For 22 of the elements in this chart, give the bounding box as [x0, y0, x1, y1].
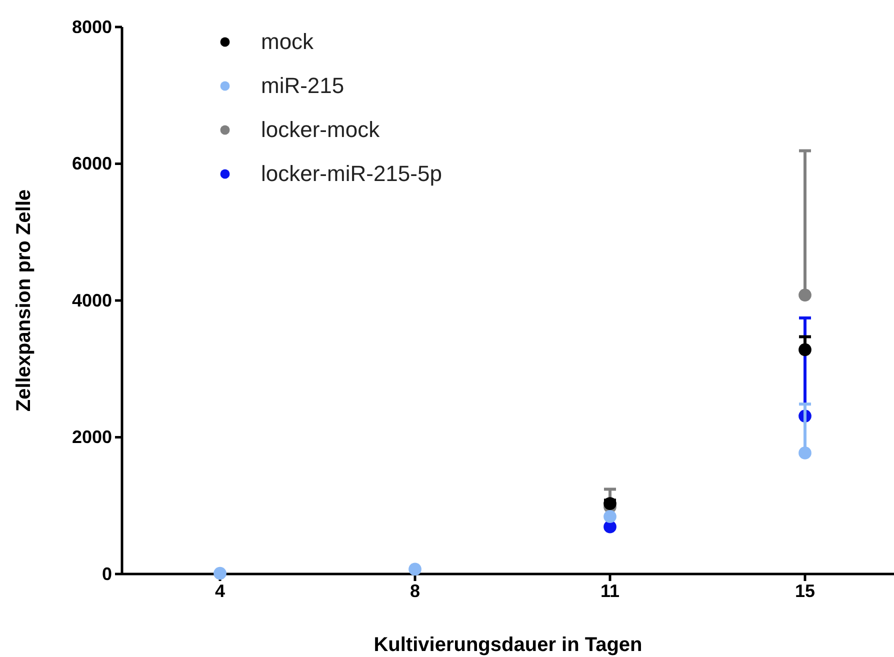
y-tick-label: 8000: [72, 16, 112, 37]
x-tick-label: 11: [600, 580, 620, 601]
y-tick-label: 4000: [72, 290, 112, 310]
point: [408, 562, 422, 576]
y-tick-label: 6000: [72, 154, 112, 174]
y-tick-label: 0: [102, 564, 112, 584]
legend-label: locker-miR-215-5p: [261, 161, 442, 186]
point: [798, 446, 812, 460]
point: [604, 497, 616, 510]
x-tick-label: 8: [410, 580, 420, 601]
y-tick-label: 2000: [72, 427, 112, 448]
legend-label: mock: [261, 29, 315, 54]
x-tick-label: 4: [214, 580, 226, 601]
x-tick-label: 15: [794, 580, 816, 601]
legend-label: miR-215: [261, 73, 344, 98]
point: [798, 343, 812, 356]
legend-label: locker-mock: [261, 117, 381, 142]
x-axis-title: Kultivierungsdauer in Tagen: [374, 634, 642, 656]
y-axis-title: Zellexpansion pro Zelle: [13, 189, 35, 412]
point: [604, 510, 616, 523]
point: [798, 288, 812, 302]
point: [214, 566, 226, 580]
